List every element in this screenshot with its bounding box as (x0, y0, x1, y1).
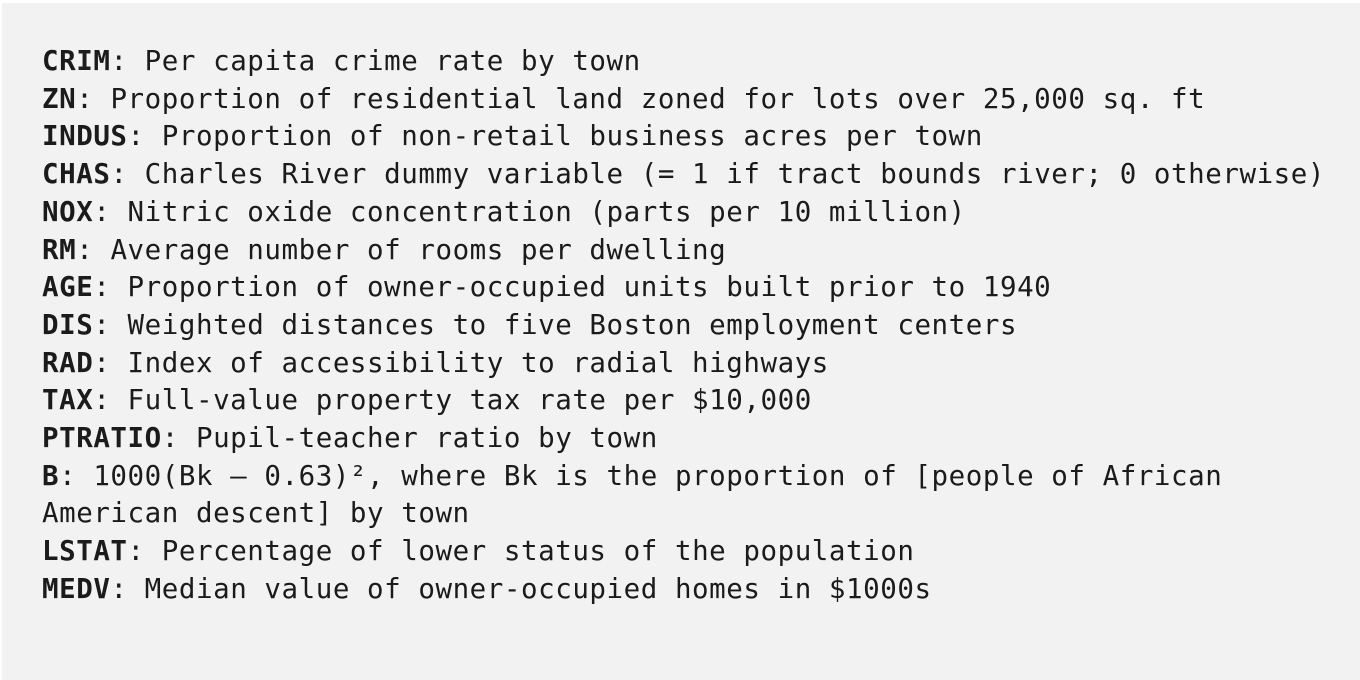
definition-separator: : (76, 82, 111, 115)
definitions-panel: CRIM: Per capita crime rate by town ZN: … (2, 3, 1360, 680)
definition-ptratio: PTRATIO: Pupil-teacher ratio by town (42, 420, 1332, 458)
definition-separator: : (161, 422, 196, 455)
definition-b: B: 1000(Bk — 0.63)², where Bk is the pro… (42, 458, 1332, 533)
definition-term: MEDV (42, 572, 111, 605)
definition-zn: ZN: Proportion of residential land zoned… (42, 81, 1332, 119)
definition-separator: : (127, 120, 162, 153)
definition-age: AGE: Proportion of owner-occupied units … (42, 269, 1332, 307)
definition-rm: RM: Average number of rooms per dwelling (42, 232, 1332, 270)
definition-separator: : (127, 535, 162, 568)
definition-text: Index of accessibility to radial highway… (127, 346, 829, 379)
definition-separator: : (93, 195, 128, 228)
definition-dis: DIS: Weighted distances to five Boston e… (42, 307, 1332, 345)
definition-text: Pupil-teacher ratio by town (195, 422, 658, 455)
definition-separator: : (76, 233, 111, 266)
definition-text: 1000(Bk — 0.63)², where Bk is the propor… (42, 459, 1240, 530)
definition-text: Weighted distances to five Boston employ… (127, 308, 1018, 341)
definition-text: Nitric oxide concentration (parts per 10… (127, 195, 966, 228)
definition-term: B (42, 459, 60, 492)
definition-separator: : (93, 346, 128, 379)
definition-text: Proportion of non-retail business acres … (161, 120, 983, 153)
definition-term: ZN (42, 82, 77, 115)
definition-tax: TAX: Full-value property tax rate per $1… (42, 382, 1332, 420)
definition-text: Median value of owner-occupied homes in … (144, 572, 932, 605)
definition-term: CHAS (42, 158, 111, 191)
definition-text: Average number of rooms per dwelling (110, 233, 727, 266)
definition-term: NOX (42, 195, 94, 228)
definition-term: RM (42, 233, 77, 266)
definition-crim: CRIM: Per capita crime rate by town (42, 43, 1332, 81)
definition-text: Percentage of lower status of the popula… (161, 535, 915, 568)
definition-term: CRIM (42, 45, 111, 77)
definition-lstat: LSTAT: Percentage of lower status of the… (42, 533, 1332, 571)
definition-term: LSTAT (42, 535, 128, 568)
definition-text: Per capita crime rate by town (144, 45, 641, 77)
definition-text: Charles River dummy variable (= 1 if tra… (144, 158, 1325, 191)
definition-separator: : (59, 459, 94, 492)
definition-chas: CHAS: Charles River dummy variable (= 1 … (42, 156, 1332, 194)
definition-term: PTRATIO (42, 422, 162, 455)
definition-term: INDUS (42, 120, 128, 153)
definition-nox: NOX: Nitric oxide concentration (parts p… (42, 194, 1332, 232)
definition-separator: : (110, 45, 145, 77)
definition-medv: MEDV: Median value of owner-occupied hom… (42, 571, 1332, 609)
definition-term: TAX (42, 384, 94, 417)
definition-separator: : (110, 572, 145, 605)
definition-separator: : (93, 271, 128, 304)
definition-term: AGE (42, 271, 94, 304)
definitions-list: CRIM: Per capita crime rate by town ZN: … (42, 43, 1332, 609)
definition-text: Full-value property tax rate per $10,000 (127, 384, 812, 417)
definition-term: RAD (42, 346, 94, 379)
definition-separator: : (93, 308, 128, 341)
definition-rad: RAD: Index of accessibility to radial hi… (42, 345, 1332, 383)
definition-separator: : (110, 158, 145, 191)
definition-separator: : (93, 384, 128, 417)
definition-term: DIS (42, 308, 94, 341)
definition-indus: INDUS: Proportion of non-retail business… (42, 118, 1332, 156)
definition-text: Proportion of residential land zoned for… (110, 82, 1206, 115)
definition-text: Proportion of owner-occupied units built… (127, 271, 1052, 304)
